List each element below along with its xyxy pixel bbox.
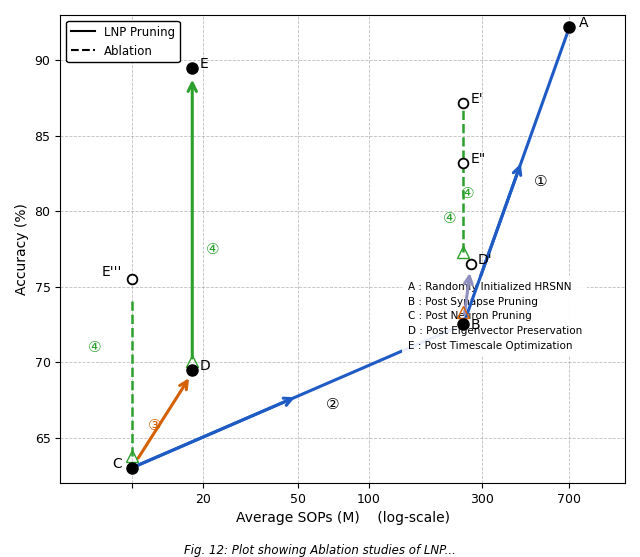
X-axis label: Average SOPs (M)    (log-scale): Average SOPs (M) (log-scale) <box>236 511 450 525</box>
Legend: LNP Pruning, Ablation: LNP Pruning, Ablation <box>66 21 180 62</box>
Text: E': E' <box>470 91 483 106</box>
Text: ④: ④ <box>88 340 102 355</box>
Text: ①: ① <box>534 174 548 189</box>
Text: E: E <box>199 57 208 71</box>
Text: E": E" <box>470 152 486 166</box>
Text: E''': E''' <box>101 266 122 280</box>
Text: D': D' <box>477 253 492 267</box>
Text: C: C <box>112 457 122 471</box>
Text: ④: ④ <box>442 211 456 226</box>
Text: A: A <box>579 16 589 30</box>
Y-axis label: Accuracy (%): Accuracy (%) <box>15 203 29 295</box>
Text: Fig. 12: Plot showing Ablation studies of LNP...: Fig. 12: Plot showing Ablation studies o… <box>184 544 456 557</box>
Text: B: B <box>470 317 480 331</box>
Text: D: D <box>199 359 210 373</box>
Text: ④: ④ <box>206 242 220 257</box>
Text: ③: ③ <box>148 418 161 433</box>
Text: A : Randomly Initialized HRSNN
B : Post Synapse Pruning
C : Post Neuron Pruning
: A : Randomly Initialized HRSNN B : Post … <box>408 282 582 351</box>
Text: ④: ④ <box>461 185 474 201</box>
Text: ②: ② <box>325 397 339 412</box>
